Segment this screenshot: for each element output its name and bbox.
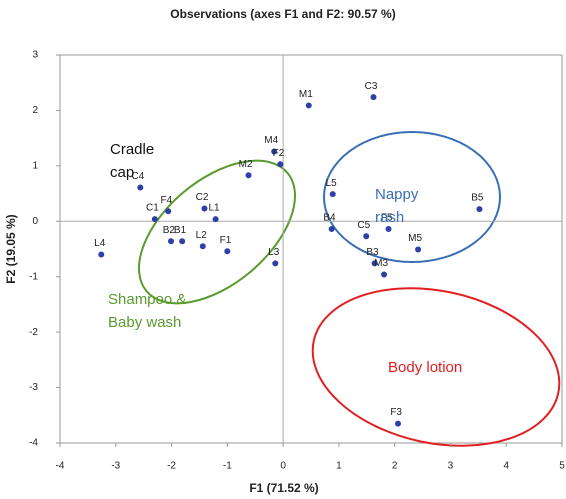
point: [395, 420, 402, 427]
y-tick-label: 1: [32, 160, 38, 171]
x-tick-label: 1: [336, 461, 342, 472]
point-label: M5: [408, 233, 422, 244]
point-label: C3: [365, 81, 378, 92]
annotation: cap: [110, 164, 134, 181]
y-tick-label: -3: [29, 382, 38, 393]
point-label: F1: [220, 235, 232, 246]
point-label: B4: [323, 213, 336, 224]
point: [381, 271, 388, 278]
point: [371, 260, 378, 267]
point-label: L2: [196, 230, 208, 241]
point: [224, 248, 231, 255]
x-tick-label: 5: [559, 461, 565, 472]
point: [305, 102, 312, 109]
x-tick-label: -3: [111, 461, 120, 472]
point: [201, 205, 208, 212]
point-label: L3: [268, 247, 280, 258]
x-tick-label: 2: [392, 461, 398, 472]
x-tick-label: 3: [448, 461, 454, 472]
point: [137, 184, 144, 191]
point-label: B2: [163, 225, 176, 236]
annotation: Shampoo &: [108, 291, 186, 308]
point: [329, 191, 336, 198]
point: [415, 246, 422, 253]
point-label: M2: [239, 159, 253, 170]
point: [328, 226, 335, 233]
point-label: B5: [471, 193, 484, 204]
x-tick-label: -2: [167, 461, 176, 472]
point-label: L4: [94, 238, 106, 249]
point-label: F2: [273, 148, 285, 159]
point: [199, 243, 206, 250]
point-label: C5: [357, 220, 370, 231]
point-label: C2: [196, 192, 209, 203]
point-label: F4: [161, 195, 173, 206]
point: [151, 216, 158, 223]
ellipse-shampoo: [137, 159, 297, 305]
chart-title: Observations (axes F1 and F2: 90.57 %): [170, 7, 395, 21]
y-axis-label: F2 (19.05 %): [4, 214, 18, 283]
point: [245, 172, 252, 179]
plot-frame: [59, 54, 563, 444]
point: [277, 161, 284, 168]
point: [363, 233, 370, 240]
y-tick-label: -1: [29, 271, 38, 282]
annotation: Nappy: [375, 186, 419, 203]
x-tick-label: 4: [503, 461, 509, 472]
point: [179, 238, 186, 245]
y-tick-label: 2: [32, 105, 38, 116]
annotation: rash: [375, 209, 404, 226]
point: [165, 208, 172, 215]
point: [272, 260, 279, 267]
point: [476, 206, 483, 213]
y-tick-label: 0: [32, 216, 38, 227]
x-tick-label: -1: [223, 461, 232, 472]
point-label: B1: [174, 225, 187, 236]
y-tick-label: -2: [29, 327, 38, 338]
point-label: B3: [366, 247, 379, 258]
point: [370, 94, 377, 101]
ellipse-lotion: [311, 287, 561, 447]
point: [385, 226, 392, 233]
point-label: C1: [146, 203, 159, 214]
point-label: C4: [132, 171, 145, 182]
point: [167, 238, 174, 245]
point-label: L5: [326, 178, 338, 189]
point: [212, 216, 219, 223]
y-tick-label: 3: [32, 50, 38, 61]
point-label: F3: [390, 407, 402, 418]
annotation: Baby wash: [108, 314, 181, 331]
ellipse-nappy: [323, 131, 501, 263]
y-tick-label: -4: [29, 438, 38, 449]
annotation: Cradle: [110, 141, 154, 158]
point-label: M1: [299, 89, 313, 100]
x-tick-label: -4: [56, 461, 65, 472]
x-tick-label: 0: [280, 461, 286, 472]
point-label: L1: [208, 203, 220, 214]
point: [271, 148, 278, 155]
x-axis-label: F1 (71.52 %): [249, 481, 318, 495]
point-label: M3: [374, 258, 388, 269]
point-label: M4: [264, 135, 278, 146]
point-label: F5: [381, 213, 393, 224]
annotation: Body lotion: [388, 359, 462, 376]
point: [98, 251, 105, 258]
